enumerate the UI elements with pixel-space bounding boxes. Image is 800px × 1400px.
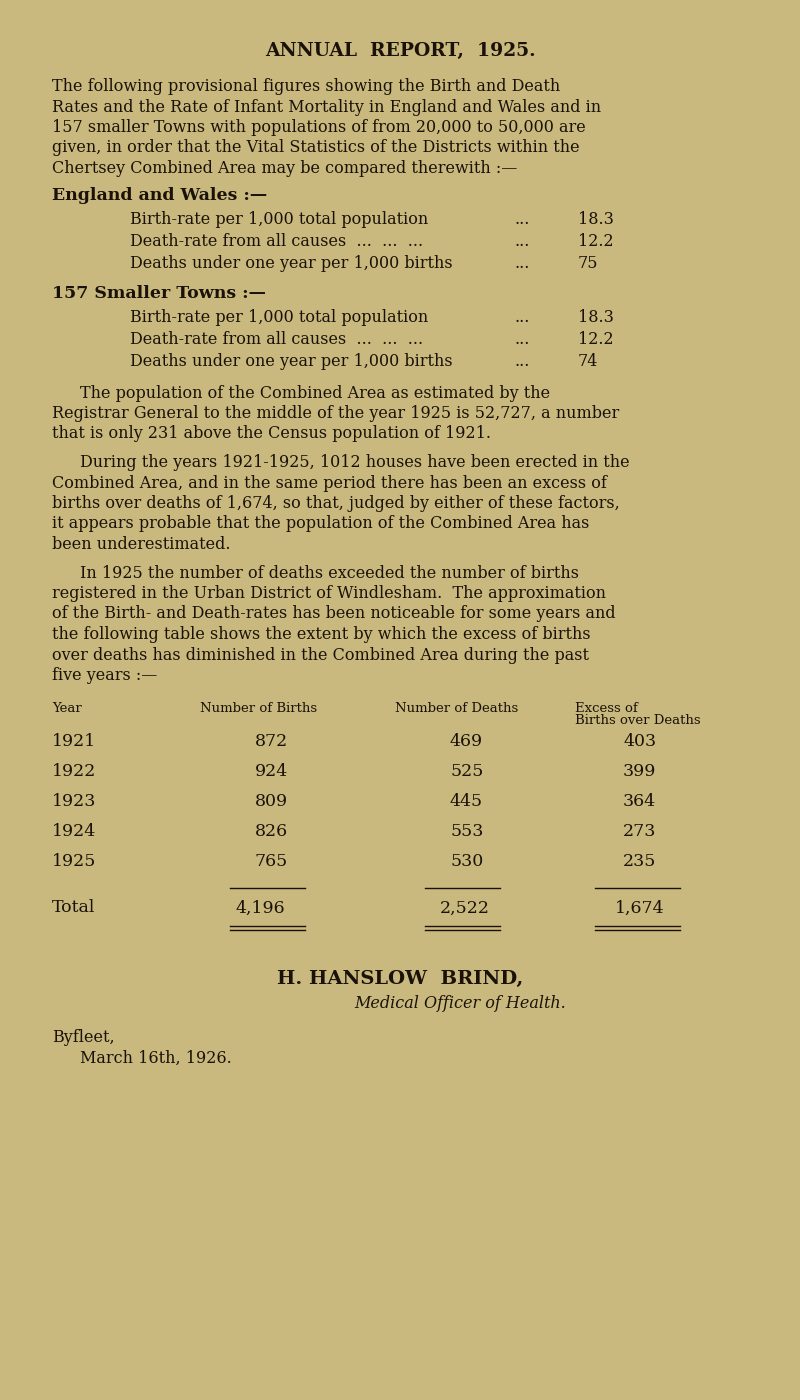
Text: 1,674: 1,674 <box>615 900 665 917</box>
Text: Year: Year <box>52 701 82 714</box>
Text: Death-rate from all causes  ...  ...  ...: Death-rate from all causes ... ... ... <box>130 330 423 347</box>
Text: The population of the Combined Area as estimated by the: The population of the Combined Area as e… <box>80 385 550 402</box>
Text: Births over Deaths: Births over Deaths <box>575 714 701 728</box>
Text: 1923: 1923 <box>52 794 96 811</box>
Text: The following provisional figures showing the Birth and Death: The following provisional figures showin… <box>52 78 560 95</box>
Text: Deaths under one year per 1,000 births: Deaths under one year per 1,000 births <box>130 353 453 370</box>
Text: ANNUAL  REPORT,  1925.: ANNUAL REPORT, 1925. <box>265 42 535 60</box>
Text: ...: ... <box>515 330 530 347</box>
Text: 235: 235 <box>623 854 656 871</box>
Text: of the Birth- and Death-rates has been noticeable for some years and: of the Birth- and Death-rates has been n… <box>52 605 616 623</box>
Text: it appears probable that the population of the Combined Area has: it appears probable that the population … <box>52 515 590 532</box>
Text: 364: 364 <box>623 794 656 811</box>
Text: 765: 765 <box>255 854 288 871</box>
Text: 530: 530 <box>450 854 483 871</box>
Text: England and Wales :—: England and Wales :— <box>52 186 267 203</box>
Text: 399: 399 <box>623 763 656 781</box>
Text: 403: 403 <box>623 734 656 750</box>
Text: 157 smaller Towns with populations of from 20,000 to 50,000 are: 157 smaller Towns with populations of fr… <box>52 119 586 136</box>
Text: 826: 826 <box>255 823 288 840</box>
Text: 809: 809 <box>255 794 288 811</box>
Text: given, in order that the Vital Statistics of the Districts within the: given, in order that the Vital Statistic… <box>52 140 580 157</box>
Text: births over deaths of 1,674, so that, judged by either of these factors,: births over deaths of 1,674, so that, ju… <box>52 496 620 512</box>
Text: 12.2: 12.2 <box>578 232 614 249</box>
Text: 75: 75 <box>578 255 598 272</box>
Text: Rates and the Rate of Infant Mortality in England and Wales and in: Rates and the Rate of Infant Mortality i… <box>52 98 601 116</box>
Text: the following table shows the extent by which the excess of births: the following table shows the extent by … <box>52 626 590 643</box>
Text: Birth-rate per 1,000 total population: Birth-rate per 1,000 total population <box>130 210 428 227</box>
Text: Number of Births: Number of Births <box>200 701 317 714</box>
Text: Deaths under one year per 1,000 births: Deaths under one year per 1,000 births <box>130 255 453 272</box>
Text: 1925: 1925 <box>52 854 96 871</box>
Text: 924: 924 <box>255 763 288 781</box>
Text: ...: ... <box>515 210 530 227</box>
Text: Total: Total <box>52 900 95 917</box>
Text: 1922: 1922 <box>52 763 96 781</box>
Text: 12.2: 12.2 <box>578 330 614 347</box>
Text: Byfleet,: Byfleet, <box>52 1029 114 1047</box>
Text: been underestimated.: been underestimated. <box>52 536 230 553</box>
Text: 4,196: 4,196 <box>235 900 285 917</box>
Text: H. HANSLOW  BRIND,: H. HANSLOW BRIND, <box>277 969 523 987</box>
Text: 273: 273 <box>623 823 656 840</box>
Text: Chertsey Combined Area may be compared therewith :—: Chertsey Combined Area may be compared t… <box>52 160 518 176</box>
Text: registered in the Urban District of Windlesham.  The approximation: registered in the Urban District of Wind… <box>52 585 606 602</box>
Text: 18.3: 18.3 <box>578 210 614 227</box>
Text: 2,522: 2,522 <box>440 900 490 917</box>
Text: ...: ... <box>515 255 530 272</box>
Text: 1921: 1921 <box>52 734 96 750</box>
Text: 1924: 1924 <box>52 823 96 840</box>
Text: 18.3: 18.3 <box>578 308 614 326</box>
Text: five years :—: five years :— <box>52 666 158 685</box>
Text: over deaths has diminished in the Combined Area during the past: over deaths has diminished in the Combin… <box>52 647 589 664</box>
Text: 74: 74 <box>578 353 598 370</box>
Text: Combined Area, and in the same period there has been an excess of: Combined Area, and in the same period th… <box>52 475 607 491</box>
Text: 553: 553 <box>450 823 483 840</box>
Text: Number of Deaths: Number of Deaths <box>395 701 518 714</box>
Text: Death-rate from all causes  ...  ...  ...: Death-rate from all causes ... ... ... <box>130 232 423 249</box>
Text: Excess of: Excess of <box>575 701 638 714</box>
Text: 157 Smaller Towns :—: 157 Smaller Towns :— <box>52 284 266 301</box>
Text: Medical Officer of Health.: Medical Officer of Health. <box>354 995 566 1012</box>
Text: March 16th, 1926.: March 16th, 1926. <box>80 1050 232 1067</box>
Text: ...: ... <box>515 232 530 249</box>
Text: 445: 445 <box>450 794 483 811</box>
Text: that is only 231 above the Census population of 1921.: that is only 231 above the Census popula… <box>52 426 491 442</box>
Text: ...: ... <box>515 353 530 370</box>
Text: 525: 525 <box>450 763 483 781</box>
Text: 872: 872 <box>255 734 288 750</box>
Text: ...: ... <box>515 308 530 326</box>
Text: During the years 1921-1925, 1012 houses have been erected in the: During the years 1921-1925, 1012 houses … <box>80 454 630 470</box>
Text: 469: 469 <box>450 734 483 750</box>
Text: In 1925 the number of deaths exceeded the number of births: In 1925 the number of deaths exceeded th… <box>80 564 579 581</box>
Text: Registrar General to the middle of the year 1925 is 52,727, a number: Registrar General to the middle of the y… <box>52 405 619 421</box>
Text: Birth-rate per 1,000 total population: Birth-rate per 1,000 total population <box>130 308 428 326</box>
